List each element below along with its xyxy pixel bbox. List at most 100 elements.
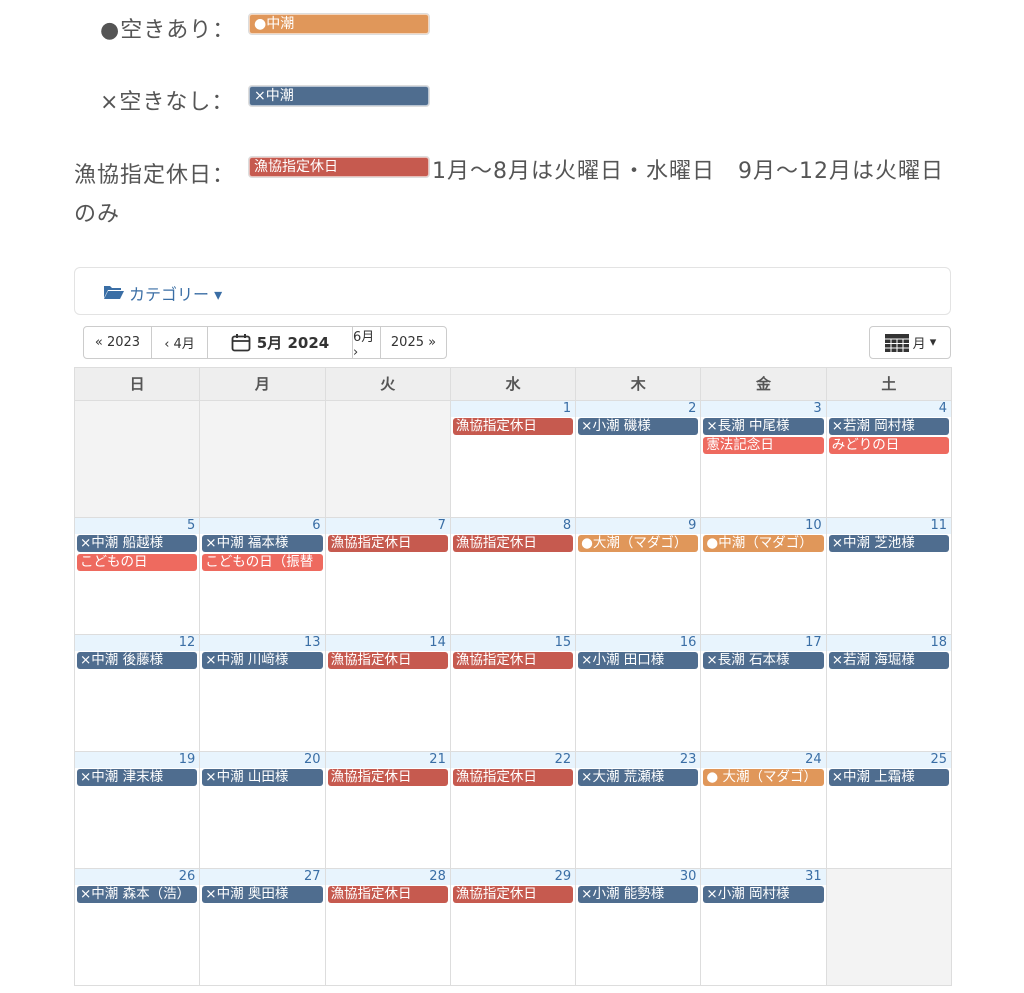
event[interactable]: ×中潮 芝池様	[828, 535, 949, 552]
day-cell: 11 ×中潮 芝池様	[826, 518, 952, 635]
day-number: 22	[450, 752, 576, 768]
view-text: 月	[912, 337, 926, 352]
event[interactable]: ×小潮 能勢様	[578, 886, 699, 903]
event[interactable]: ×中潮 森本（浩）	[77, 886, 198, 903]
event[interactable]: 漁協指定休日	[452, 535, 574, 552]
event[interactable]: ●大潮（マダゴ）	[578, 535, 699, 552]
day-cell: 15 漁協指定休日	[450, 635, 577, 752]
weekday: 金	[701, 368, 827, 401]
day-number: 6	[200, 518, 325, 534]
day-number: 2	[576, 401, 701, 417]
weekday: 水	[451, 368, 577, 401]
day-number: 7	[325, 518, 450, 534]
day-cell: 19 ×中潮 津末様	[75, 752, 201, 869]
category-panel: カテゴリー ▾	[74, 267, 951, 315]
day-cell	[325, 401, 451, 518]
day-number: 21	[325, 752, 450, 768]
event[interactable]: ×中潮 後藤様	[77, 652, 198, 669]
day-number: 1	[450, 401, 576, 417]
day-number: 27	[200, 869, 325, 885]
day-number: 25	[826, 752, 951, 768]
event[interactable]: 憲法記念日	[703, 437, 824, 454]
event[interactable]: ×小潮 磯様	[578, 418, 699, 435]
event[interactable]: 漁協指定休日	[327, 535, 448, 552]
current-text: 5月 2024	[256, 334, 330, 352]
event[interactable]: ×中潮 船越様	[77, 535, 198, 552]
category-button[interactable]: カテゴリー ▾	[129, 285, 223, 304]
day-number: 4	[826, 401, 951, 417]
next-month[interactable]: 6月 ›	[352, 326, 381, 360]
event[interactable]: ×中潮 福本様	[202, 535, 323, 552]
event[interactable]: 漁協指定休日	[327, 652, 448, 669]
event[interactable]: ×大潮 荒瀬様	[578, 769, 699, 786]
event[interactable]: ×中潮 津末様	[77, 769, 198, 786]
day-cell: 31 ×小潮 岡村様	[701, 869, 827, 986]
event[interactable]: 漁協指定休日	[452, 418, 574, 435]
day-cell: 3 ×長潮 中尾様 憲法記念日	[701, 401, 827, 518]
day-cell	[200, 401, 326, 518]
event[interactable]: こどもの日	[77, 554, 198, 571]
event[interactable]: ×小潮 田口様	[578, 652, 699, 669]
day-number: 26	[75, 869, 200, 885]
day-cell: 28 漁協指定休日	[325, 869, 451, 986]
event[interactable]: ×長潮 中尾様	[703, 418, 824, 435]
calendar: 日月火水木金土 1 漁協指定休日 2 ×小潮 磯様 3 ×長潮 中尾様 憲法記念日 4 ×若潮 岡…	[74, 367, 952, 986]
day-number: 18	[826, 635, 951, 651]
day-cell: 10 ●中潮（マダゴ）	[701, 518, 827, 635]
folder-icon	[104, 286, 124, 299]
day-number: 19	[75, 752, 200, 768]
weekday: 火	[326, 368, 451, 401]
event[interactable]: ×長潮 石本様	[703, 652, 824, 669]
day-number: 3	[701, 401, 826, 417]
event[interactable]: みどりの日	[828, 437, 949, 454]
day-cell: 23 ×大潮 荒瀬様	[576, 752, 702, 869]
event[interactable]: 漁協指定休日	[452, 769, 574, 786]
day-cell: 1 漁協指定休日	[450, 401, 577, 518]
day-cell: 12 ×中潮 後藤様	[75, 635, 201, 752]
prev-year[interactable]: « 2023	[83, 326, 152, 359]
day-number: 17	[701, 635, 826, 651]
event[interactable]: ×若潮 海堀様	[828, 652, 949, 669]
legend-label: ×空きなし：	[100, 90, 235, 115]
next-year[interactable]: 2025 »	[380, 326, 447, 359]
day-number: 9	[576, 518, 701, 534]
weekday: 日	[75, 368, 201, 401]
day-cell: 14 漁協指定休日	[325, 635, 451, 752]
day-cell: 9 ●大潮（マダゴ）	[576, 518, 702, 635]
day-cell: 7 漁協指定休日	[325, 518, 451, 635]
day-cell: 16 ×小潮 田口様	[576, 635, 702, 752]
day-cell: 8 漁協指定休日	[450, 518, 577, 635]
day-number: 30	[576, 869, 701, 885]
view-button[interactable]: 月 ▾	[869, 326, 951, 359]
event[interactable]: ×小潮 岡村様	[703, 886, 824, 903]
day-cell: 13 ×中潮 川﨑様	[200, 635, 326, 752]
event[interactable]: ×中潮 山田様	[202, 769, 323, 786]
day-number: 13	[200, 635, 325, 651]
prev-month[interactable]: ‹ 4月	[151, 326, 208, 359]
day-cell: 22 漁協指定休日	[450, 752, 577, 869]
day-number: 10	[701, 518, 826, 534]
event[interactable]: ×中潮 上霜様	[828, 769, 949, 786]
event[interactable]: ● 大潮（マダゴ）	[703, 769, 824, 786]
legend-chip: ●中潮	[248, 13, 430, 35]
day-cell: 24 ● 大潮（マダゴ）	[701, 752, 827, 869]
day-number: 20	[200, 752, 325, 768]
event[interactable]: 漁協指定休日	[327, 886, 448, 903]
event[interactable]: 漁協指定休日	[452, 652, 574, 669]
day-number: 28	[325, 869, 450, 885]
event[interactable]: ×若潮 岡村様	[828, 418, 949, 435]
legend-note: 1月〜8月は火曜日・水曜日 9月〜12月は火曜日のみ	[74, 159, 944, 227]
weekday: 土	[827, 368, 952, 401]
day-number: 14	[325, 635, 450, 651]
event[interactable]: ×中潮 奥田様	[202, 886, 323, 903]
event[interactable]: 漁協指定休日	[327, 769, 448, 786]
event[interactable]: ●中潮（マダゴ）	[703, 535, 824, 552]
event[interactable]: 漁協指定休日	[452, 886, 574, 903]
day-number: 31	[701, 869, 826, 885]
event[interactable]: こどもの日（振替	[202, 554, 323, 571]
weekday: 月	[200, 368, 326, 401]
legend-chip: ×中潮	[248, 85, 430, 107]
current-month[interactable]: 5月 2024	[207, 326, 353, 359]
event[interactable]: ×中潮 川﨑様	[202, 652, 323, 669]
